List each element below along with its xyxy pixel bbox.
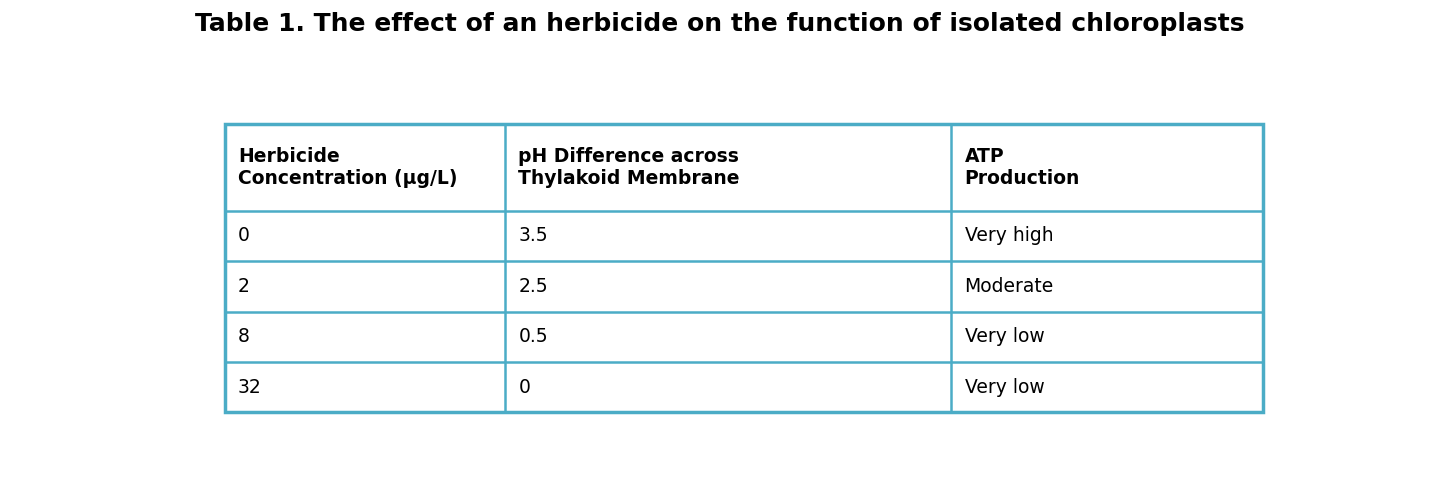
Text: Table 1. The effect of an herbicide on the function of isolated chloroplasts: Table 1. The effect of an herbicide on t… xyxy=(196,12,1244,36)
Text: 0.5: 0.5 xyxy=(518,327,547,346)
Text: 2: 2 xyxy=(238,277,251,296)
Text: 3.5: 3.5 xyxy=(518,227,547,245)
Text: pH Difference across
Thylakoid Membrane: pH Difference across Thylakoid Membrane xyxy=(518,147,740,188)
Text: 2.5: 2.5 xyxy=(518,277,547,296)
Text: 0: 0 xyxy=(518,378,530,396)
Text: 0: 0 xyxy=(238,227,251,245)
Text: Very high: Very high xyxy=(965,227,1053,245)
Text: Moderate: Moderate xyxy=(965,277,1054,296)
Text: 32: 32 xyxy=(238,378,262,396)
Text: Herbicide
Concentration (μg/L): Herbicide Concentration (μg/L) xyxy=(238,147,458,188)
Text: ATP
Production: ATP Production xyxy=(965,147,1080,188)
Text: Very low: Very low xyxy=(965,327,1044,346)
Text: 8: 8 xyxy=(238,327,251,346)
Text: Very low: Very low xyxy=(965,378,1044,396)
